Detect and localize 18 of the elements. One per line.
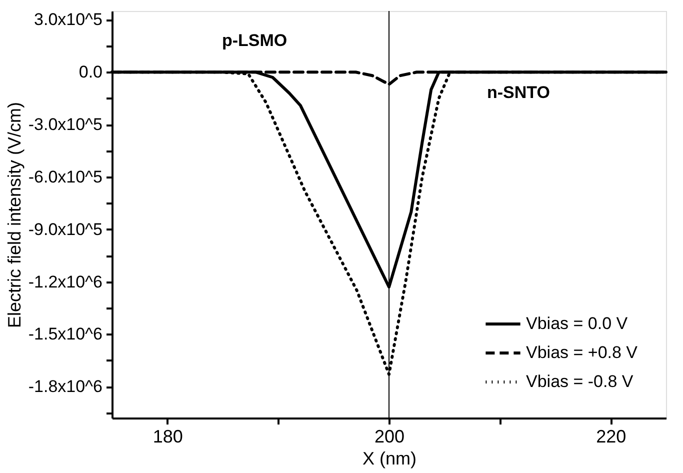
y-tick-label: -1.5x10^6 bbox=[28, 324, 102, 344]
legend-label: Vbias = +0.8 V bbox=[526, 343, 638, 362]
legend-label: Vbias = -0.8 V bbox=[526, 372, 634, 391]
y-tick-label: -6.0x10^5 bbox=[28, 167, 102, 186]
annotation: p-LSMO bbox=[222, 31, 288, 50]
y-tick-label: -3.0x10^5 bbox=[28, 115, 102, 134]
x-tick-label: 220 bbox=[596, 426, 626, 446]
y-axis-title: Electric field intensity (V/cm) bbox=[4, 102, 24, 328]
annotation: n-SNTO bbox=[487, 83, 550, 102]
x-tick-label: 180 bbox=[152, 426, 183, 446]
y-tick-label: 3.0x10^5 bbox=[34, 10, 102, 30]
y-tick-label: 0.0 bbox=[78, 62, 102, 82]
x-axis-title: X (nm) bbox=[362, 448, 416, 468]
legend-label: Vbias = 0.0 V bbox=[526, 314, 628, 333]
x-tick-label: 200 bbox=[374, 426, 405, 446]
y-tick-label: -9.0x10^5 bbox=[28, 220, 102, 239]
y-tick-label: -1.8x10^6 bbox=[28, 377, 102, 396]
y-tick-label: -1.2x10^6 bbox=[28, 272, 102, 292]
